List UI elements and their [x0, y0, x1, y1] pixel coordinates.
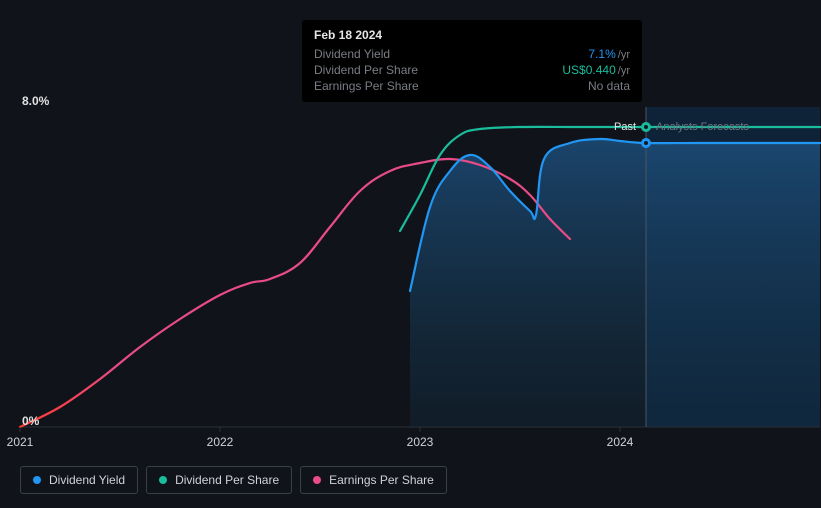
legend-swatch	[159, 476, 167, 484]
tooltip-row-label: Dividend Yield	[314, 47, 390, 61]
tooltip-date: Feb 18 2024	[314, 28, 630, 42]
x-tick-label: 2023	[407, 435, 434, 449]
x-tick-label: 2022	[207, 435, 234, 449]
legend-item-dividend-yield[interactable]: Dividend Yield	[20, 466, 138, 494]
chart-tooltip: Feb 18 2024 Dividend Yield7.1%/yrDividen…	[302, 20, 642, 102]
tooltip-row-value-suffix: /yr	[618, 65, 630, 77]
tooltip-row-label: Earnings Per Share	[314, 79, 419, 93]
tooltip-rows: Dividend Yield 7.1%/yr Dividend Per Share U…	[314, 46, 630, 94]
tooltip-row: Dividend Yield 7.1%/yr	[314, 46, 630, 62]
tooltip-row-label: Dividend Per Share	[314, 63, 418, 77]
y-tick-label: 8.0%	[22, 94, 49, 108]
tooltip-row-value-primary: 7.1%	[588, 47, 615, 61]
tooltip-row-value-primary: US$0.440	[562, 63, 615, 77]
annotation-forecast: Analysts Forecasts	[656, 121, 749, 133]
tooltip-row-value: No data	[588, 79, 630, 93]
legend-item-label: Earnings Per Share	[329, 473, 434, 487]
marker-dividend_per_share-inner	[644, 125, 648, 129]
legend-item-label: Dividend Per Share	[175, 473, 279, 487]
tooltip-row: Dividend Per Share US$0.440/yr	[314, 62, 630, 78]
x-tick-label: 2024	[607, 435, 634, 449]
legend-swatch	[313, 476, 321, 484]
legend-item-label: Dividend Yield	[49, 473, 125, 487]
dividend-yield-area	[410, 139, 820, 427]
tooltip-row: Earnings Per Share No data	[314, 78, 630, 94]
y-tick-label: 0%	[22, 414, 39, 428]
chart-legend: Dividend Yield Dividend Per Share Earnings…	[20, 466, 447, 494]
legend-swatch	[33, 476, 41, 484]
annotation-past: Past	[614, 121, 636, 133]
dividend-chart: Feb 18 2024 Dividend Yield7.1%/yrDividen…	[0, 0, 821, 508]
tooltip-row-value-suffix: /yr	[618, 49, 630, 61]
legend-item-dividend-per-share[interactable]: Dividend Per Share	[146, 466, 292, 494]
tooltip-row-value: US$0.440/yr	[562, 63, 630, 77]
marker-dividend_yield-inner	[644, 141, 648, 145]
legend-item-earnings-per-share[interactable]: Earnings Per Share	[300, 466, 447, 494]
tooltip-row-value-primary: No data	[588, 79, 630, 93]
x-tick-label: 2021	[7, 435, 34, 449]
tooltip-row-value: 7.1%/yr	[588, 47, 630, 61]
